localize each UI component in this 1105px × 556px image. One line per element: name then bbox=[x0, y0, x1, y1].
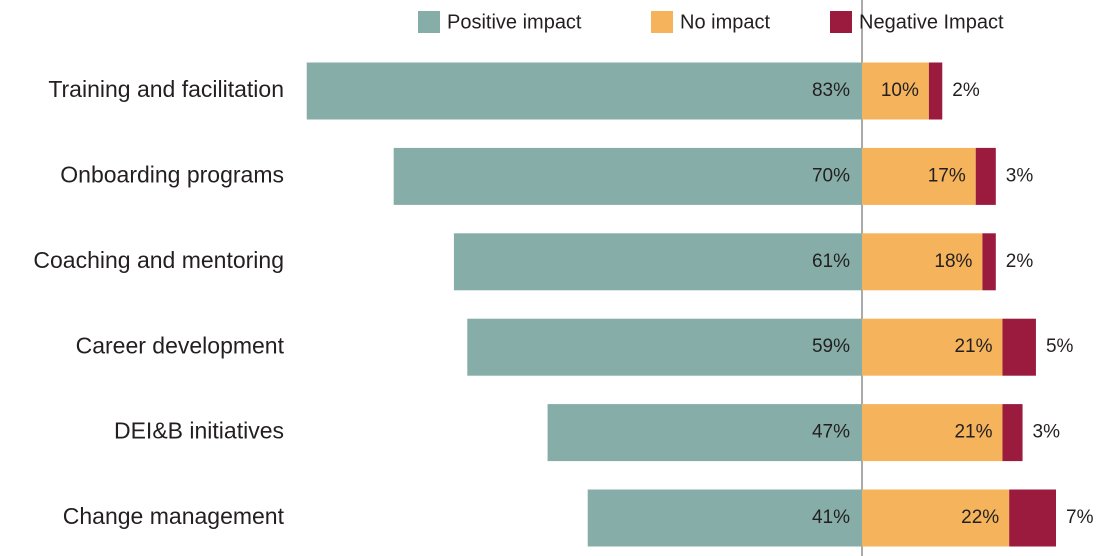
value-label: 2% bbox=[1006, 251, 1034, 272]
value-label: 2% bbox=[952, 80, 980, 101]
value-label: 61% bbox=[812, 251, 850, 272]
bar-segment bbox=[547, 404, 862, 462]
legend-swatch bbox=[418, 11, 440, 33]
category-label: Coaching and mentoring bbox=[33, 247, 284, 273]
category-label: DEI&B initiatives bbox=[114, 418, 284, 444]
bar-segment bbox=[453, 233, 862, 291]
value-label: 47% bbox=[812, 422, 850, 443]
bar-segment bbox=[862, 318, 1003, 376]
bar-segment bbox=[306, 62, 863, 120]
bar-segment bbox=[1002, 318, 1036, 376]
bar-segment bbox=[975, 147, 996, 205]
value-label: 21% bbox=[954, 336, 992, 357]
bar-segment bbox=[928, 62, 943, 120]
value-label: 3% bbox=[1006, 165, 1034, 186]
value-label: 22% bbox=[961, 507, 999, 528]
bar-segment bbox=[862, 62, 929, 120]
value-label: 21% bbox=[954, 422, 992, 443]
value-label: 83% bbox=[812, 80, 850, 101]
legend-label: Negative Impact bbox=[859, 11, 1004, 33]
value-label: 70% bbox=[812, 165, 850, 186]
value-label: 59% bbox=[812, 336, 850, 357]
bar-segment bbox=[393, 147, 862, 205]
category-label: Onboarding programs bbox=[60, 161, 284, 187]
value-label: 18% bbox=[934, 251, 972, 272]
legend-swatch bbox=[651, 11, 673, 33]
value-label: 3% bbox=[1033, 422, 1061, 443]
value-label: 41% bbox=[812, 507, 850, 528]
value-label: 7% bbox=[1066, 507, 1094, 528]
legend-swatch bbox=[830, 11, 852, 33]
value-label: 17% bbox=[928, 165, 966, 186]
bar-segment bbox=[587, 489, 862, 547]
value-label: 5% bbox=[1046, 336, 1074, 357]
bar-segment bbox=[862, 404, 1003, 462]
bar-segment bbox=[1009, 489, 1057, 547]
bar-segment bbox=[862, 233, 983, 291]
category-label: Change management bbox=[63, 503, 285, 529]
legend-label: No impact bbox=[680, 11, 770, 33]
bar-segment bbox=[467, 318, 862, 376]
category-label: Training and facilitation bbox=[48, 76, 284, 102]
bar-segment bbox=[862, 489, 1010, 547]
bar-segment bbox=[1002, 404, 1023, 462]
value-label: 10% bbox=[881, 80, 919, 101]
legend-label: Positive impact bbox=[447, 11, 582, 33]
bar-segment bbox=[982, 233, 996, 291]
bar-segment bbox=[862, 147, 976, 205]
category-label: Career development bbox=[76, 332, 285, 358]
